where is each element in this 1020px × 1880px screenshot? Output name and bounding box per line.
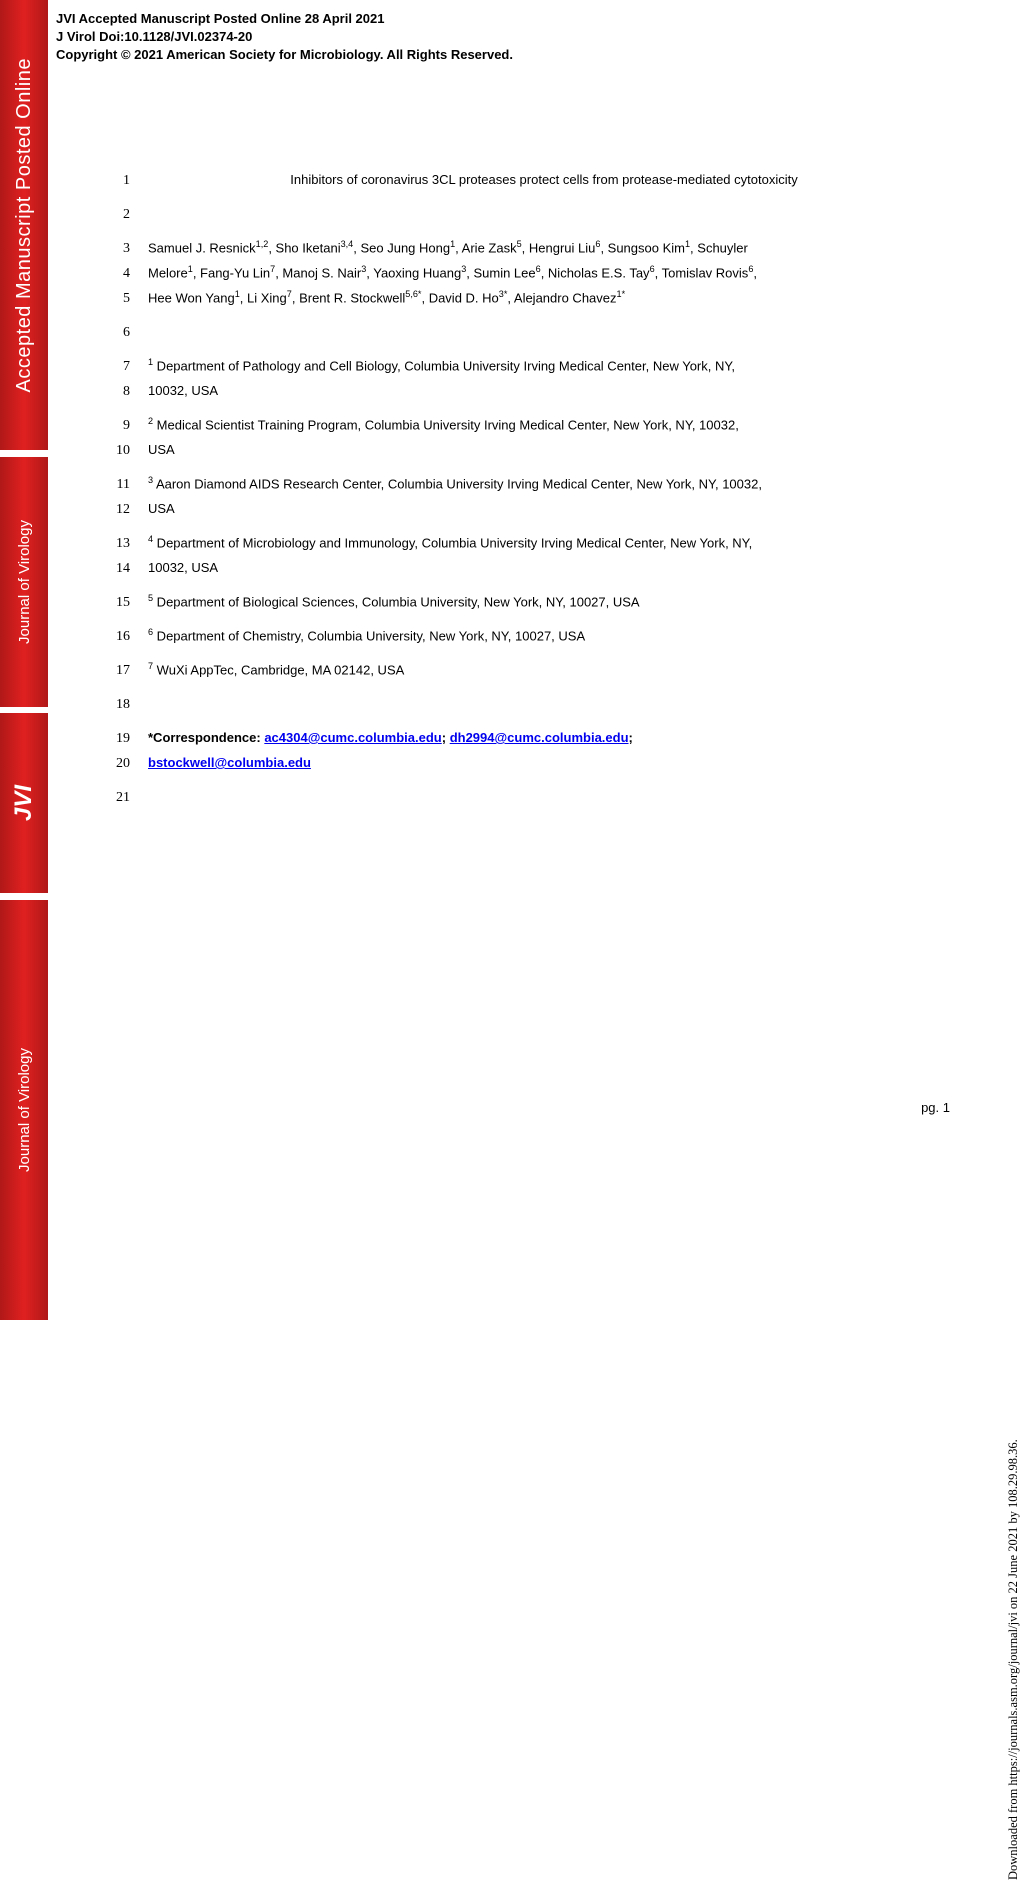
sidebar-journal-1: Journal of Virology [0, 457, 48, 707]
line-number: 20 [110, 753, 148, 774]
line-number: 21 [110, 787, 148, 808]
sidebar-accepted-manuscript: Accepted Manuscript Posted Online [0, 0, 48, 450]
sidebar-gap-1 [0, 450, 48, 457]
affiliation-1: 1 Department of Pathology and Cell Biolo… [148, 356, 940, 377]
empty-line [148, 204, 940, 225]
line-number: 2 [110, 204, 148, 225]
line-number: 14 [110, 558, 148, 579]
sidebar-text-1: Accepted Manuscript Posted Online [13, 58, 36, 392]
affiliation-7: 7 WuXi AppTec, Cambridge, MA 02142, USA [148, 660, 940, 681]
line-number: 15 [110, 592, 148, 613]
manuscript-body: 1 Inhibitors of coronavirus 3CL protease… [110, 170, 940, 821]
line-number: 7 [110, 356, 148, 377]
affiliation-4: 4 Department of Microbiology and Immunol… [148, 533, 940, 554]
sidebar-text-3: JVI [10, 785, 38, 821]
affiliation-1-cont: 10032, USA [148, 381, 940, 402]
affiliation-6: 6 Department of Chemistry, Columbia Univ… [148, 626, 940, 647]
line-number: 11 [110, 474, 148, 495]
line-number: 8 [110, 381, 148, 402]
line-number: 18 [110, 694, 148, 715]
authors-line-1: Samuel J. Resnick1,2, Sho Iketani3,4, Se… [148, 238, 940, 259]
line-number: 12 [110, 499, 148, 520]
sidebar-text-2: Journal of Virology [16, 520, 33, 644]
title: Inhibitors of coronavirus 3CL proteases … [148, 170, 940, 191]
authors-line-3: Hee Won Yang1, Li Xing7, Brent R. Stockw… [148, 288, 940, 309]
sidebar-journal-2: Journal of Virology [0, 900, 48, 1320]
affiliation-3-cont: USA [148, 499, 940, 520]
affiliation-2-cont: USA [148, 440, 940, 461]
sidebar-gap-3 [0, 893, 48, 900]
email-link-2[interactable]: dh2994@cumc.columbia.edu [450, 730, 629, 745]
line-number: 1 [110, 170, 148, 191]
download-note: Downloaded from https://journals.asm.org… [1006, 1300, 1020, 1880]
empty-line [148, 694, 940, 715]
line-number: 10 [110, 440, 148, 461]
affiliation-3: 3 Aaron Diamond AIDS Research Center, Co… [148, 474, 940, 495]
correspondence-cont: bstockwell@columbia.edu [148, 753, 940, 774]
email-link-1[interactable]: ac4304@cumc.columbia.edu [264, 730, 441, 745]
line-number: 9 [110, 415, 148, 436]
header-line-3: Copyright © 2021 American Society for Mi… [56, 46, 990, 64]
line-number: 17 [110, 660, 148, 681]
line-number: 6 [110, 322, 148, 343]
sidebar: Accepted Manuscript Posted Online Journa… [0, 0, 48, 1320]
affiliation-4-cont: 10032, USA [148, 558, 940, 579]
empty-line [148, 322, 940, 343]
line-number: 3 [110, 238, 148, 259]
affiliation-5: 5 Department of Biological Sciences, Col… [148, 592, 940, 613]
line-number: 13 [110, 533, 148, 554]
line-number: 4 [110, 263, 148, 284]
manuscript-header: JVI Accepted Manuscript Posted Online 28… [56, 10, 990, 65]
email-link-3[interactable]: bstockwell@columbia.edu [148, 755, 311, 770]
page-number: pg. 1 [921, 1100, 950, 1115]
empty-line [148, 787, 940, 808]
header-line-1: JVI Accepted Manuscript Posted Online 28… [56, 10, 990, 28]
sidebar-text-4: Journal of Virology [16, 1048, 33, 1172]
line-number: 5 [110, 288, 148, 309]
authors-line-2: Melore1, Fang-Yu Lin7, Manoj S. Nair3, Y… [148, 263, 940, 284]
sidebar-gap-2 [0, 707, 48, 714]
affiliation-2: 2 Medical Scientist Training Program, Co… [148, 415, 940, 436]
correspondence: *Correspondence: ac4304@cumc.columbia.ed… [148, 728, 940, 749]
sidebar-jvi: JVI [0, 713, 48, 893]
line-number: 19 [110, 728, 148, 749]
line-number: 16 [110, 626, 148, 647]
header-line-2: J Virol Doi:10.1128/JVI.02374-20 [56, 28, 990, 46]
